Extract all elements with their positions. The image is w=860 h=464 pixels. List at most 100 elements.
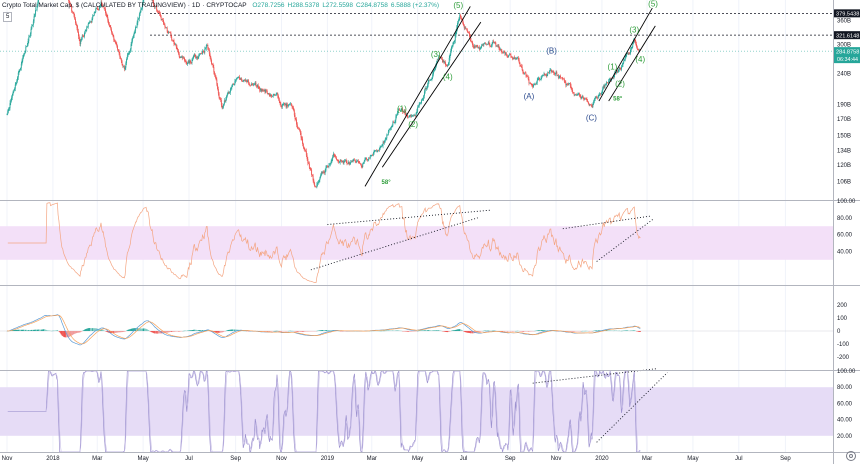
candle — [263, 88, 264, 92]
candle — [339, 159, 341, 165]
candle — [125, 61, 127, 70]
candle-body — [272, 95, 273, 97]
candle — [392, 120, 394, 128]
macd-histogram-bar — [235, 329, 237, 331]
rsi-series — [7, 202, 655, 283]
candle-body — [19, 69, 21, 71]
candle — [277, 92, 279, 99]
candle — [74, 13, 76, 20]
candle — [604, 83, 606, 89]
macd-histogram-bar — [172, 331, 173, 332]
candle-body — [484, 43, 486, 44]
candle — [570, 83, 572, 90]
candle — [418, 102, 420, 108]
macd-histogram-bar — [99, 329, 100, 331]
macd-histogram-bar — [151, 331, 153, 333]
level-tag-bg — [834, 31, 860, 40]
macd-histogram-bar — [120, 331, 122, 333]
candle — [548, 71, 549, 74]
candle — [390, 126, 392, 131]
candle — [96, 7, 97, 10]
candle-body — [196, 57, 198, 59]
macd-histogram-bar — [430, 330, 432, 331]
candle-body — [576, 94, 578, 96]
candle — [389, 128, 391, 131]
candle — [605, 83, 607, 86]
macd-histogram-bar — [31, 329, 33, 331]
candle-body — [163, 23, 165, 25]
candle — [286, 102, 288, 109]
candle-body — [159, 12, 161, 15]
candle-body — [363, 160, 365, 163]
chart-settings-icon[interactable] — [846, 451, 856, 461]
macd-histogram-bar — [46, 330, 48, 331]
candle-body — [213, 67, 215, 73]
candle — [491, 42, 493, 48]
interval-label[interactable]: 1D — [191, 2, 201, 9]
candle-body — [556, 72, 558, 76]
indicator-toggle-button[interactable]: 5 — [3, 12, 13, 22]
candle — [526, 74, 528, 78]
macd-histogram-bar — [328, 330, 330, 331]
candle-body — [499, 49, 501, 51]
candle-body — [599, 93, 601, 95]
candle-body — [391, 125, 393, 127]
macd-histogram-bar — [164, 331, 166, 333]
candle-body — [560, 75, 562, 78]
candle-body — [359, 162, 361, 164]
candle — [312, 173, 314, 183]
macd-histogram-bar — [607, 330, 609, 331]
candle — [470, 38, 472, 43]
macd-histogram-bar — [410, 331, 412, 332]
candle-body — [465, 27, 467, 29]
candle-body — [36, 6, 38, 10]
candle-body — [629, 53, 631, 54]
candle-body — [493, 42, 495, 43]
candle — [226, 92, 228, 98]
candle-body — [290, 103, 292, 105]
macd-histogram-bar — [196, 329, 197, 331]
symbol-title[interactable]: Crypto Total Market Cap, $ (CALCULATED B… — [2, 2, 186, 9]
candle-body — [538, 77, 540, 79]
macd-histogram-bar — [304, 331, 306, 332]
macd-histogram-bar — [234, 329, 236, 331]
macd-histogram-bar — [59, 331, 61, 333]
candle — [447, 64, 449, 68]
candle-body — [601, 91, 603, 94]
candle — [575, 93, 577, 96]
macd-histogram-bar — [44, 329, 46, 331]
macd-histogram-bar — [539, 330, 541, 331]
candle — [568, 82, 570, 86]
candle — [501, 49, 503, 55]
candle — [113, 34, 115, 42]
candle — [293, 105, 295, 112]
macd-histogram-bar — [327, 330, 329, 331]
candle-body — [244, 80, 246, 81]
candle — [141, 7, 143, 11]
candle-body — [464, 27, 466, 29]
candle-body — [14, 84, 16, 89]
macd-histogram-bar — [202, 330, 204, 331]
candle — [110, 24, 112, 31]
candle-body — [619, 67, 621, 70]
candle — [119, 51, 121, 59]
candle-body — [639, 49, 640, 51]
candle-body — [550, 69, 552, 71]
candle-body — [541, 76, 543, 79]
candle — [288, 103, 290, 107]
candle-body — [621, 66, 622, 70]
channel-line — [608, 25, 656, 102]
candle-body — [308, 162, 310, 164]
candle — [287, 102, 288, 109]
candle-body — [621, 64, 623, 67]
macd-histogram-bar — [202, 330, 203, 331]
macd-histogram-bar — [524, 331, 525, 332]
macd-histogram-bar — [116, 331, 118, 333]
candle-body — [188, 61, 190, 63]
macd-histogram-bar — [478, 331, 480, 332]
candle-body — [529, 82, 531, 84]
macd-histogram-bar — [169, 331, 170, 333]
candle-body — [603, 86, 605, 88]
candle-body — [549, 69, 551, 72]
